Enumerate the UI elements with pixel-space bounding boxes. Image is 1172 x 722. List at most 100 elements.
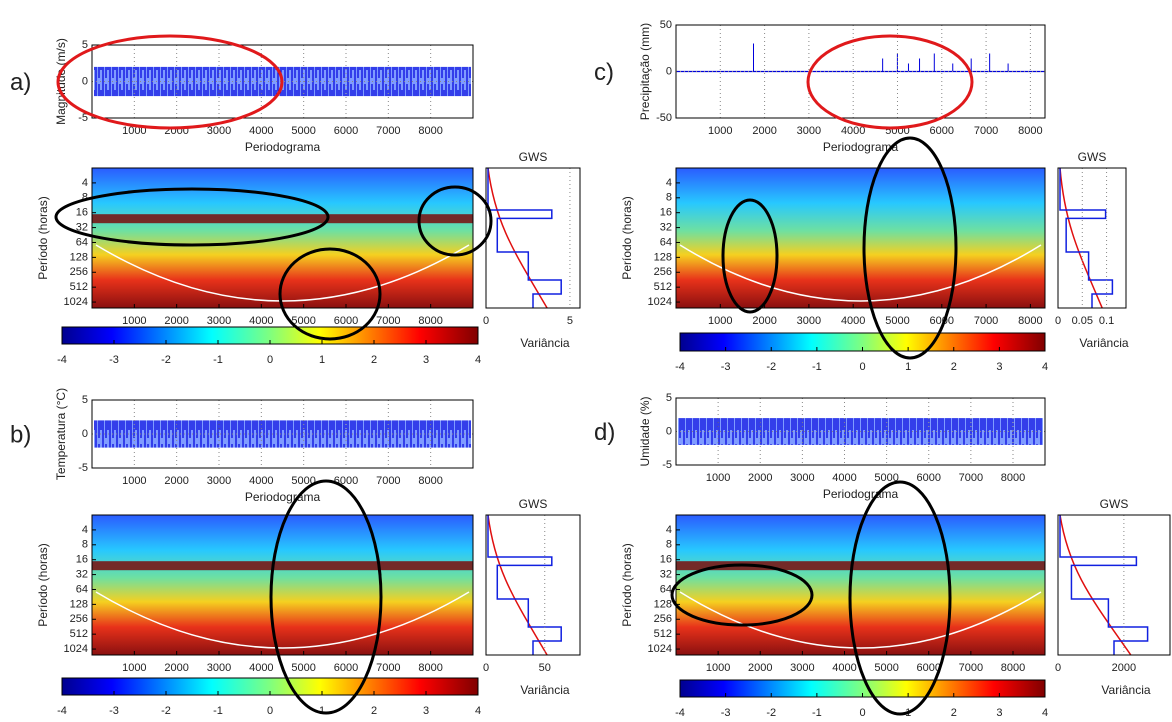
gws-steps [1059, 168, 1114, 308]
chart-title: GWS [1100, 497, 1129, 511]
x-tick-label: 2000 [164, 662, 188, 674]
x-tick-label: 8000 [418, 315, 442, 327]
chart-title: GWS [519, 497, 548, 511]
x-tick-label: -1 [812, 361, 822, 373]
axes-frame [91, 399, 474, 469]
y-tick-label: 4 [666, 177, 672, 189]
x-tick-label: 8000 [1001, 662, 1025, 674]
x-tick-label: 6000 [930, 315, 954, 327]
y-axis-label: Período (horas) [620, 543, 634, 626]
y-tick-label: 256 [654, 266, 672, 278]
y-axis-label: Magnitude (m/s) [54, 38, 68, 125]
wavelet-map [92, 515, 473, 655]
panel-label: d) [594, 419, 615, 446]
x-tick-label: 0 [267, 705, 273, 717]
y-tick-label: 256 [70, 613, 88, 625]
y-tick-label: 0 [82, 75, 88, 87]
y-tick-label: 50 [660, 19, 672, 31]
x-tick-label: 3000 [797, 125, 821, 137]
plot-area [486, 515, 580, 655]
x-tick-label: 1 [319, 705, 325, 717]
y-tick-label: -5 [78, 462, 88, 474]
x-tick-label: 4 [475, 354, 481, 366]
y-axis-label: Período (horas) [36, 543, 50, 626]
gws-steps [487, 515, 562, 655]
x-tick-label: 2000 [164, 315, 188, 327]
wavelet-band [92, 561, 473, 571]
x-tick-label: 3 [423, 705, 429, 717]
x-tick-label: 1000 [122, 662, 146, 674]
y-tick-label: 128 [70, 251, 88, 263]
x-tick-label: -2 [161, 354, 171, 366]
x-tick-label: 1 [319, 354, 325, 366]
x-tick-label: 7000 [959, 662, 983, 674]
x-tick-label: 1000 [122, 315, 146, 327]
cone-of-influence [679, 244, 1042, 302]
x-tick-label: 5000 [874, 472, 898, 484]
y-tick-label: 4 [82, 524, 88, 536]
y-tick-label: 64 [76, 236, 88, 248]
x-tick-label: -1 [812, 707, 822, 719]
x-tick-label: 0.05 [1072, 315, 1093, 327]
x-tick-label: -4 [57, 354, 67, 366]
x-tick-label: 7000 [959, 472, 983, 484]
cone-of-influence [95, 244, 470, 302]
y-tick-label: 128 [654, 598, 672, 610]
gws-curve [487, 167, 548, 309]
x-tick-label: 8000 [1001, 472, 1025, 484]
x-tick-label: -1 [213, 354, 223, 366]
y-tick-label: 256 [654, 613, 672, 625]
x-tick-label: 3000 [790, 662, 814, 674]
x-tick-label: -3 [109, 705, 119, 717]
x-tick-label: 4000 [832, 662, 856, 674]
x-tick-label: 7000 [376, 662, 400, 674]
x-axis-label: Periodograma [245, 140, 321, 154]
wavelet-map [676, 168, 1045, 308]
y-tick-label: 5 [82, 394, 88, 406]
black-ellipse [670, 563, 814, 627]
black-ellipse [862, 136, 958, 360]
x-tick-label: 2000 [748, 472, 772, 484]
axes-frame [91, 514, 474, 656]
x-tick-label: 8000 [1018, 315, 1042, 327]
x-axis-label: Periodograma [823, 140, 899, 154]
x-tick-label: 7000 [974, 125, 998, 137]
x-tick-label: -2 [766, 361, 776, 373]
x-axis-label: Periodograma [245, 490, 321, 504]
x-tick-label: 5000 [874, 662, 898, 674]
y-tick-label: 32 [76, 568, 88, 580]
x-tick-label: -4 [675, 707, 685, 719]
y-tick-label: 5 [82, 39, 88, 51]
axes-frame [675, 167, 1046, 309]
y-tick-label: 256 [70, 266, 88, 278]
red-ellipse [56, 34, 284, 130]
x-tick-label: 3 [423, 354, 429, 366]
y-tick-label: 4 [666, 524, 672, 536]
x-tick-label: 7000 [376, 315, 400, 327]
y-tick-label: 64 [660, 236, 672, 248]
x-axis-label: Variância [1101, 683, 1150, 697]
y-tick-label: 512 [70, 281, 88, 293]
x-tick-label: 4 [475, 705, 481, 717]
x-tick-label: 0 [859, 361, 865, 373]
x-tick-label: 8000 [418, 475, 442, 487]
x-tick-label: 0 [1055, 315, 1061, 327]
y-tick-label: 8 [666, 539, 672, 551]
y-tick-label: 64 [660, 583, 672, 595]
panel-label: a) [10, 69, 31, 96]
x-tick-label: 2000 [164, 475, 188, 487]
red-ellipse [806, 34, 974, 130]
x-tick-label: 0 [1055, 662, 1061, 674]
y-tick-label: 16 [76, 207, 88, 219]
x-tick-label: 5000 [885, 315, 909, 327]
x-tick-label: 4000 [249, 662, 273, 674]
gws-curve [487, 514, 548, 656]
x-tick-label: 0 [267, 354, 273, 366]
x-tick-label: 0 [859, 707, 865, 719]
wavelet-band [92, 214, 473, 224]
y-tick-label: -50 [656, 112, 672, 124]
x-tick-label: 3000 [207, 315, 231, 327]
x-tick-label: 4000 [841, 125, 865, 137]
gws-steps [1059, 515, 1149, 655]
